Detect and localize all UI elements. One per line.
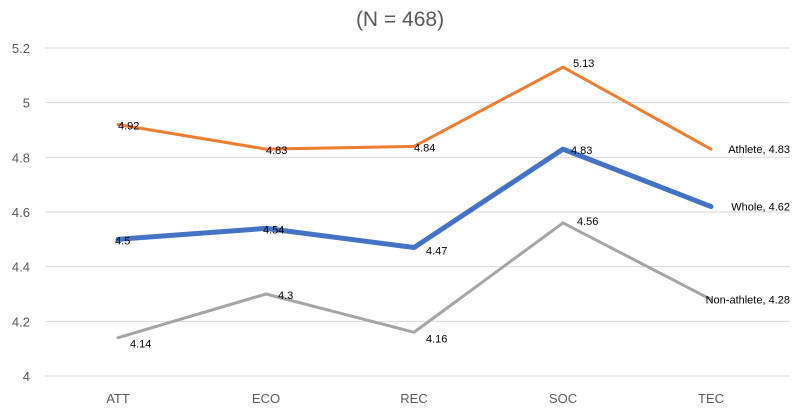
data-label-non-athlete: 4.3	[278, 290, 293, 302]
x-tick-label: ATT	[106, 391, 130, 406]
data-label-athlete: Athlete, 4.83	[728, 144, 790, 156]
data-label-athlete: 4.83	[266, 145, 287, 157]
y-tick-label: 4.6	[12, 205, 30, 220]
y-tick-label: 4	[23, 369, 30, 384]
data-label-whole: 4.5	[115, 235, 130, 247]
data-label-whole: 4.47	[426, 246, 447, 258]
data-label-whole: 4.83	[571, 145, 592, 157]
y-tick-label: 4.4	[12, 260, 30, 275]
data-label-athlete: 4.84	[414, 142, 435, 154]
y-tick-label: 4.8	[12, 150, 30, 165]
data-label-non-athlete: 4.16	[426, 333, 447, 345]
y-tick-label: 5	[23, 96, 30, 111]
y-tick-label: 5.2	[12, 41, 30, 56]
data-label-whole: 4.54	[263, 224, 284, 236]
data-label-non-athlete: 4.14	[130, 339, 151, 351]
data-label-whole: Whole, 4.62	[731, 202, 790, 214]
series-group	[115, 65, 714, 340]
data-label-non-athlete: Non-athlete, 4.28	[706, 294, 790, 306]
data-label-athlete: 4.92	[118, 121, 139, 133]
series-line-whole	[115, 146, 714, 251]
data-label-non-athlete: 4.56	[577, 216, 598, 228]
series-line-athlete	[116, 65, 713, 151]
data-label-athlete: 5.13	[573, 58, 594, 70]
y-axis: 4 4.2 4.4 4.6 4.8 5 5.2	[12, 41, 30, 384]
y-tick-label: 4.2	[12, 314, 30, 329]
x-tick-label: TEC	[698, 391, 724, 406]
x-tick-label: SOC	[549, 391, 577, 406]
series-line-non-athlete	[116, 221, 713, 340]
chart-title: (N = 468)	[356, 8, 444, 31]
x-tick-label: REC	[400, 391, 427, 406]
x-tick-label: ECO	[252, 391, 280, 406]
x-axis: ATT ECO REC SOC TEC	[106, 391, 724, 406]
data-labels: 4.92 4.83 4.84 5.13 Athlete, 4.83 4.5 4.54 4.47…	[115, 58, 790, 351]
